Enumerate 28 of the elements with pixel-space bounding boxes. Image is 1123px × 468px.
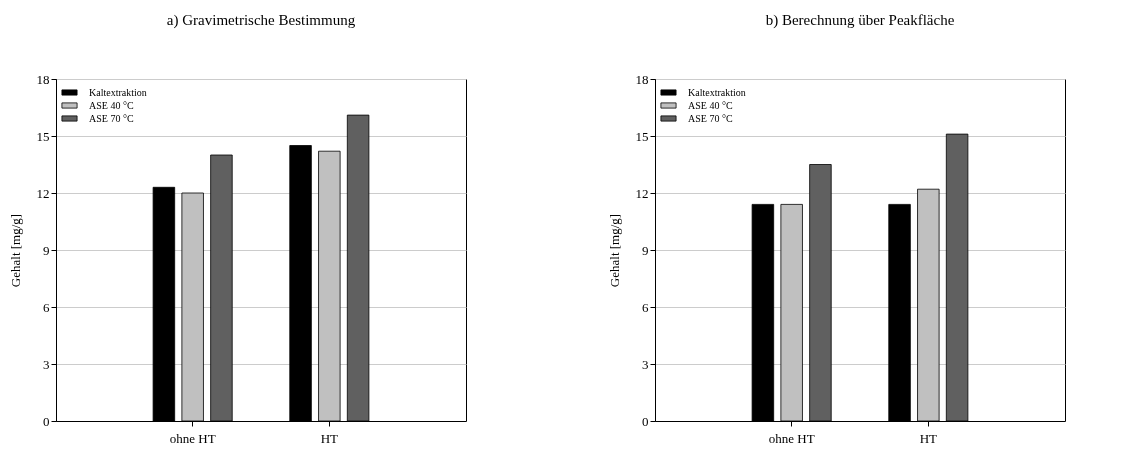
y-tick-label: 3	[642, 356, 649, 372]
legend-label: ASE 40 °C	[89, 99, 134, 111]
y-tick-label: 3	[43, 356, 50, 372]
legend-label: Kaltextraktion	[89, 86, 147, 98]
legend-label: ASE 70 °C	[688, 112, 733, 124]
y-tick-label: 9	[43, 242, 50, 258]
y-tick-label: 12	[635, 185, 649, 201]
y-tick-label: 18	[635, 71, 649, 87]
y-tick-label: 6	[43, 299, 50, 315]
y-tick-label: 15	[635, 128, 649, 144]
legend-label: Kaltextraktion	[688, 86, 746, 98]
y-axis-title: Gehalt [mg/g]	[606, 213, 622, 288]
legend-label: ASE 40 °C	[688, 99, 733, 111]
y-tick-label: 12	[36, 185, 50, 201]
chart-title: a) Gravimetrische Bestimmung	[166, 12, 356, 29]
y-tick-label: 18	[36, 71, 50, 87]
legend-label: ASE 70 °C	[89, 112, 134, 124]
chart-title: b) Berechnung über Peakfläche	[765, 12, 955, 29]
x-tick-label: ohne HT	[169, 430, 216, 446]
x-tick-label: ohne HT	[768, 430, 815, 446]
y-tick-label: 9	[642, 242, 649, 258]
y-tick-label: 6	[642, 299, 649, 315]
x-tick-label: HT	[919, 430, 938, 446]
x-tick-label: HT	[320, 430, 339, 446]
y-axis-title: Gehalt [mg/g]	[7, 213, 23, 288]
y-tick-label: 15	[36, 128, 50, 144]
y-tick-label: 0	[43, 413, 50, 429]
y-tick-label: 0	[642, 413, 649, 429]
